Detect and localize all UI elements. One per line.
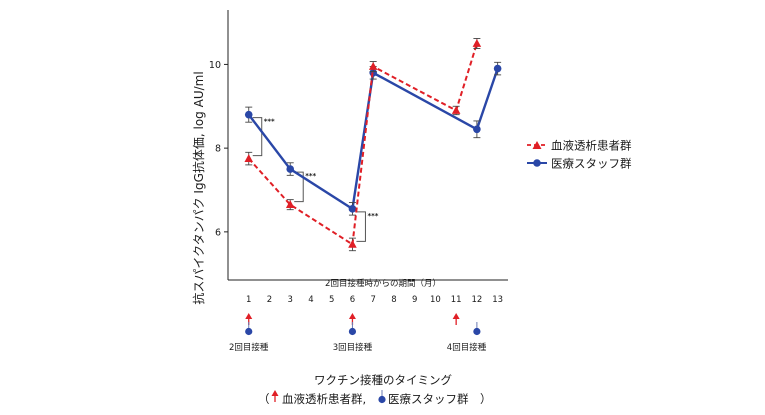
caption-staff-pin-icon bbox=[378, 390, 386, 404]
significance-bracket bbox=[294, 171, 304, 203]
pin-head bbox=[378, 395, 386, 404]
x-tick-label: 13 bbox=[492, 295, 503, 305]
x-tick-label: 5 bbox=[329, 295, 334, 305]
data-point-staff bbox=[473, 125, 481, 134]
x-tick-label: 11 bbox=[451, 295, 462, 305]
legend: 血液透析患者群 医療スタッフ群 bbox=[527, 139, 632, 171]
caption-dialysis-arrow-icon bbox=[271, 390, 279, 402]
x-tick-label: 6 bbox=[350, 295, 355, 305]
vaccination-caption-title: ワクチン接種のタイミング bbox=[314, 373, 452, 387]
significance-label: *** bbox=[367, 212, 378, 220]
arrow-head bbox=[245, 313, 253, 319]
x-tick-labels: 1 2 3 4 5 6 7 8 9 10 11 12 13 bbox=[246, 295, 503, 305]
x-tick-label: 3 bbox=[288, 295, 293, 305]
x-tick-label: 10 bbox=[430, 295, 441, 305]
series-line-dialysis bbox=[247, 43, 478, 247]
x-tick-label: 12 bbox=[471, 295, 482, 305]
significance-bracket bbox=[356, 211, 366, 242]
x-tick-label: 4 bbox=[308, 295, 313, 305]
dialysis-vaccination-arrow-icon bbox=[452, 313, 460, 325]
series-line-staff bbox=[247, 68, 499, 211]
caption-dialysis-label: 血液透析患者群, bbox=[282, 392, 366, 406]
vaccination-markers: 2回目接種 3回目接種 4回目接種 bbox=[229, 313, 487, 353]
y-tick-label: 8 bbox=[215, 144, 221, 155]
caption-pin-glyph bbox=[378, 390, 386, 404]
axes: 6 8 10 bbox=[209, 10, 508, 281]
data-point-dialysis bbox=[244, 154, 254, 162]
legend-item-dialysis: 血液透析患者群 bbox=[527, 139, 632, 153]
series-dialysis bbox=[244, 38, 482, 252]
x-tick-label: 7 bbox=[370, 295, 375, 305]
data-point-dialysis bbox=[348, 239, 357, 248]
vaccination-label: 2回目接種 bbox=[229, 342, 269, 353]
x-tick-label: 1 bbox=[246, 295, 251, 305]
legend-dialysis-label: 血液透析患者群 bbox=[551, 139, 632, 153]
staff-vaccination-pin-icon bbox=[473, 322, 481, 336]
data-point-staff bbox=[348, 205, 357, 213]
arrow-head bbox=[348, 313, 356, 319]
staff-vaccination-pin-icon bbox=[245, 322, 253, 336]
x-axis-label: 2回目接種時からの期間（月） bbox=[325, 278, 441, 289]
x-tick-label: 9 bbox=[412, 295, 417, 305]
vaccination-caption-legend: （ 血液透析患者群, 医療スタッフ群 ） bbox=[258, 390, 492, 406]
vaccination-label: 3回目接種 bbox=[333, 342, 373, 353]
data-point-dialysis bbox=[451, 105, 461, 114]
caption-open-paren: （ bbox=[258, 392, 270, 406]
legend-staff-marker bbox=[533, 159, 541, 167]
legend-item-staff: 医療スタッフ群 bbox=[527, 157, 632, 171]
pin-head bbox=[245, 327, 253, 336]
significance-label: *** bbox=[264, 118, 275, 126]
arrow-head bbox=[271, 390, 279, 396]
y-tick-label: 6 bbox=[215, 227, 221, 238]
series-staff bbox=[244, 61, 502, 216]
data-point-staff bbox=[493, 64, 502, 73]
data-point-dialysis bbox=[368, 62, 378, 70]
x-tick-label: 8 bbox=[391, 295, 396, 305]
caption-arrow-glyph bbox=[271, 390, 279, 402]
caption-close-paren: ） bbox=[480, 392, 492, 406]
series-layer bbox=[244, 38, 502, 252]
y-axis-label: 抗スパイクタンパク IgG抗体価, log AU/ml bbox=[191, 71, 206, 304]
staff-vaccination-pin-icon bbox=[348, 322, 357, 336]
significance-bracket bbox=[252, 117, 263, 157]
caption-staff-label: 医療スタッフ群 bbox=[388, 392, 469, 406]
arrow-head bbox=[452, 313, 460, 319]
data-point-dialysis bbox=[472, 38, 482, 47]
data-point-staff bbox=[286, 165, 295, 173]
legend-dialysis-marker bbox=[532, 141, 542, 149]
significance-label: *** bbox=[305, 172, 316, 180]
data-point-dialysis bbox=[285, 200, 295, 209]
y-tick-label: 10 bbox=[209, 60, 221, 71]
legend-staff-label: 医療スタッフ群 bbox=[551, 157, 632, 171]
pin-head bbox=[473, 327, 481, 336]
significance-brackets: *** *** *** bbox=[252, 117, 379, 242]
vaccination-label: 4回目接種 bbox=[447, 342, 487, 353]
data-point-staff bbox=[244, 110, 253, 119]
pin-head bbox=[348, 327, 357, 336]
x-tick-label: 2 bbox=[267, 295, 272, 305]
